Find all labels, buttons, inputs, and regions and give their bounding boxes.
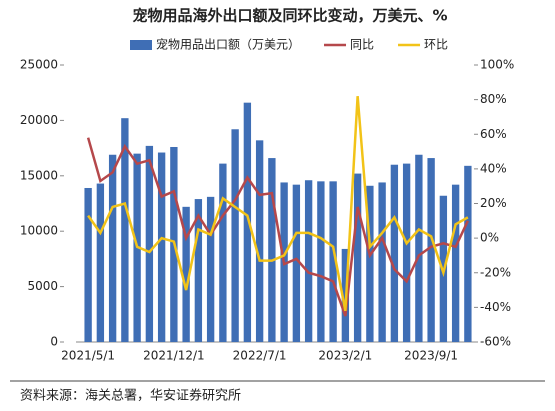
y2-tick-label: 80% [480, 92, 507, 106]
bar [194, 199, 203, 342]
bar [243, 102, 252, 342]
x-tick-label: 2021/12/1 [143, 349, 205, 363]
bar [219, 163, 227, 342]
y-tick-label: 20000 [20, 113, 58, 127]
y-tick-label: 25000 [20, 58, 58, 72]
y-tick-label: 15000 [20, 168, 58, 182]
bar [182, 206, 190, 342]
bar [402, 163, 411, 342]
bar [121, 118, 129, 343]
bar [206, 196, 215, 342]
chart-title: 宠物用品海外出口额及同环比变动，万美元、% [132, 7, 447, 25]
bar [427, 158, 435, 342]
y2-tick-label: -20% [480, 265, 511, 279]
x-tick-label: 2022/7/1 [233, 349, 287, 363]
y2-tick-label: 40% [480, 161, 507, 175]
bar [84, 187, 92, 342]
bar [390, 164, 399, 342]
x-tick-label: 2023/2/1 [318, 349, 372, 363]
bar [464, 165, 472, 342]
bar [366, 185, 374, 342]
y2-tick-label: 100% [480, 58, 514, 72]
bar [108, 154, 117, 342]
y2-tick-label: 0% [480, 231, 499, 245]
y2-tick-label: 60% [480, 127, 507, 141]
y2-tick-label: -60% [480, 335, 511, 349]
y-tick-label: 5000 [27, 279, 58, 293]
bar [353, 173, 362, 342]
legend-label: 宠物用品出口额（万美元） [156, 37, 300, 52]
y-tick-label: 0 [50, 335, 58, 349]
bar [157, 152, 166, 342]
legend-label: 同比 [350, 38, 374, 52]
bar [378, 182, 386, 342]
x-tick-label: 2023/9/1 [404, 349, 458, 363]
line [86, 137, 470, 317]
y2-tick-label: 20% [480, 196, 507, 210]
bar [268, 158, 276, 342]
bar [255, 140, 264, 342]
source: 资料来源：海关总署，华安证券研究所 [20, 388, 241, 404]
y2-tick-label: -40% [480, 300, 511, 314]
bar [317, 181, 325, 342]
bar [96, 183, 105, 342]
y-tick-label: 10000 [20, 224, 58, 238]
bar [292, 184, 301, 342]
line [87, 96, 469, 312]
bar [145, 145, 154, 342]
bar [451, 184, 460, 342]
bar [231, 129, 239, 342]
bar [329, 181, 337, 342]
legend-label: 环比 [424, 38, 448, 52]
x-tick-label: 2021/5/1 [61, 349, 115, 363]
bar [304, 180, 313, 342]
legend-swatch [130, 40, 152, 50]
bar [415, 154, 423, 342]
